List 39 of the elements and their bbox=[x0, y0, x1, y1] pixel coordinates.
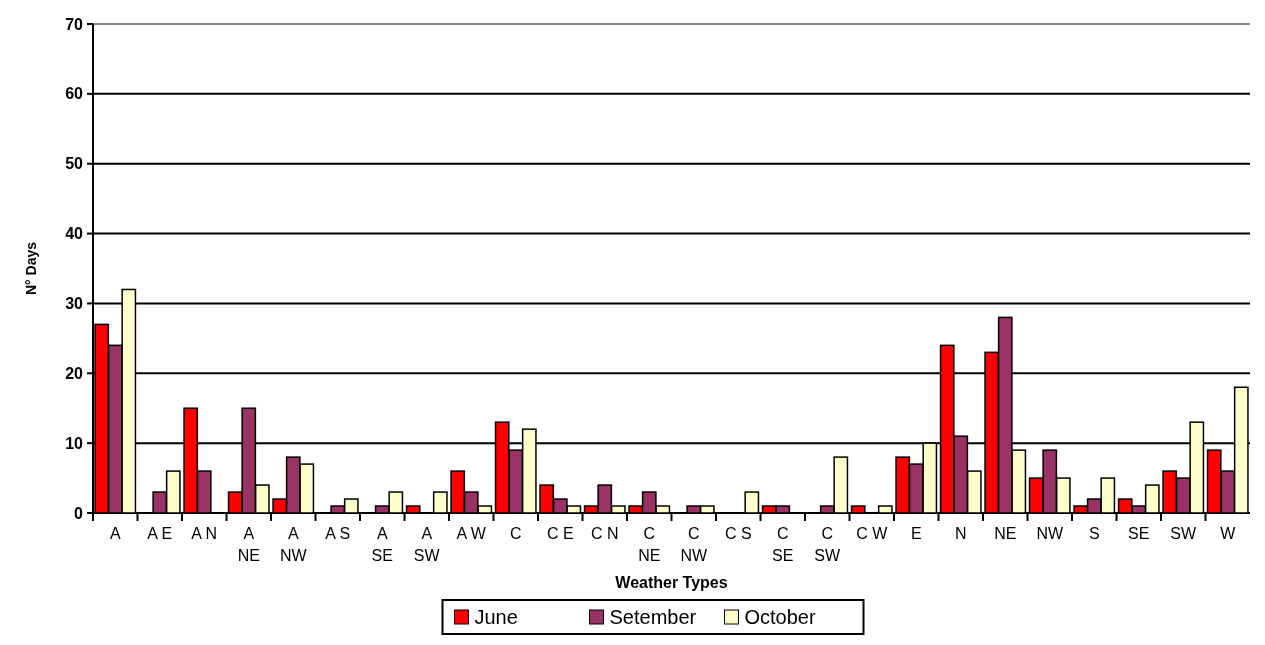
y-tick-label: 0 bbox=[74, 504, 84, 522]
x-tick-label: A SW bbox=[413, 525, 441, 564]
x-tick-label: C E bbox=[546, 525, 574, 542]
y-tick-label: 30 bbox=[65, 295, 84, 313]
x-tick-label: A W bbox=[456, 525, 487, 542]
x-tick-label: A S bbox=[325, 525, 351, 542]
y-axis-title: N° Days bbox=[23, 241, 39, 296]
x-tick-label: NW bbox=[1036, 525, 1064, 542]
x-tick-label: N bbox=[954, 525, 967, 542]
y-tick-label: 40 bbox=[65, 225, 84, 243]
x-tick-label: A E bbox=[147, 525, 173, 542]
x-tick-label: W bbox=[1220, 525, 1237, 542]
x-tick-label: A NE bbox=[237, 525, 260, 564]
legend-label: October bbox=[744, 606, 816, 628]
x-tick-label: C NW bbox=[680, 525, 708, 564]
x-tick-label: A bbox=[109, 525, 121, 542]
legend-label: Setember bbox=[609, 606, 697, 628]
y-tick-label: 60 bbox=[65, 85, 84, 103]
x-tick-label: C W bbox=[856, 525, 889, 542]
x-tick-label: C N bbox=[590, 525, 619, 542]
x-tick-label: C SW bbox=[814, 525, 842, 564]
y-tick-label: 20 bbox=[65, 364, 84, 382]
x-tick-label: NE bbox=[994, 525, 1017, 542]
x-axis-title: Weather Types bbox=[615, 574, 728, 591]
x-tick-label: C S bbox=[724, 525, 752, 542]
x-tick-label: SE bbox=[1128, 525, 1150, 542]
x-tick-label: C bbox=[509, 525, 522, 542]
y-tick-label: 70 bbox=[65, 15, 84, 33]
y-tick-label: 50 bbox=[65, 155, 84, 173]
x-tick-label: A NW bbox=[279, 525, 308, 564]
x-tick-label: C NE bbox=[638, 525, 661, 564]
x-tick-label: E bbox=[910, 525, 922, 542]
x-tick-label: SW bbox=[1170, 525, 1198, 542]
x-tick-label: C SE bbox=[772, 525, 794, 564]
x-tick-label: A SE bbox=[371, 525, 393, 564]
x-tick-label: S bbox=[1088, 525, 1100, 542]
y-tick-label: 10 bbox=[65, 434, 84, 452]
x-tick-label: A N bbox=[191, 525, 218, 542]
legend-label: June bbox=[474, 606, 518, 628]
